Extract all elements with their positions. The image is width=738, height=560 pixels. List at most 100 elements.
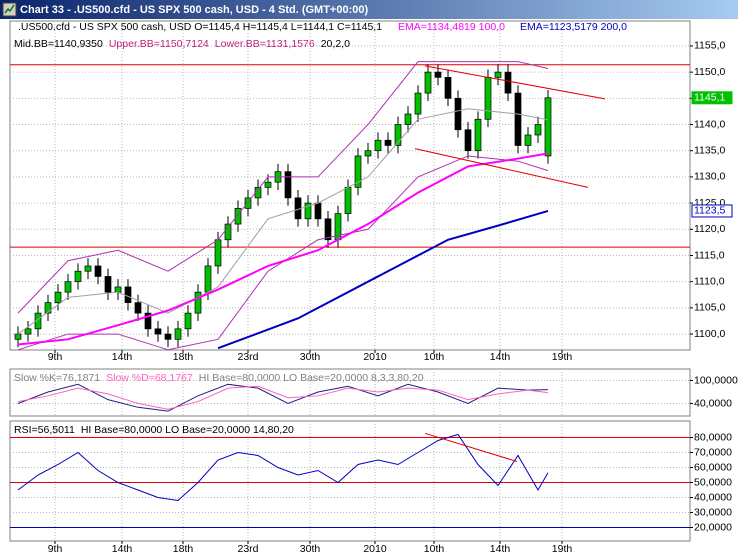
panel-frame	[9, 20, 691, 351]
series-line	[17, 383, 549, 412]
candle-body	[414, 92, 422, 115]
legend-entry: RSI=56,5011	[14, 424, 75, 436]
candle-body	[174, 328, 182, 340]
price-label: 1123,5	[694, 205, 725, 217]
candle-body	[224, 223, 232, 241]
candle-body	[154, 328, 162, 335]
candle-body	[504, 71, 512, 94]
candle-body	[354, 155, 362, 188]
window-icon-glyph	[4, 4, 15, 14]
series-line	[17, 155, 549, 351]
candle-body	[194, 291, 202, 314]
candle-body	[424, 71, 432, 94]
panel-frame	[9, 420, 691, 542]
y-tick-label: 30,0000	[694, 506, 732, 518]
y-tick-label: 1135,0	[694, 144, 725, 156]
candle-body	[164, 333, 172, 340]
price-label-box	[691, 91, 733, 105]
candle-body	[494, 71, 502, 78]
x-tick-label: 14th	[490, 543, 511, 555]
trend-line	[424, 65, 606, 100]
candle-body	[44, 302, 52, 314]
series-line	[17, 385, 549, 410]
candle-body	[344, 187, 352, 214]
series-line	[17, 108, 549, 335]
candle-body	[204, 265, 212, 293]
candle-body	[384, 139, 392, 146]
y-tick-label: 20,0000	[694, 521, 732, 533]
x-tick-label: 23rd	[237, 351, 258, 363]
candle-body	[394, 124, 402, 146]
series-line	[17, 433, 549, 502]
indicator-params: 20,2,0	[321, 38, 350, 50]
candle-body	[74, 270, 82, 283]
candle-body	[314, 202, 322, 220]
candle-body	[124, 286, 132, 303]
y-tick-label: 40,0000	[694, 397, 732, 409]
candle-body	[24, 328, 32, 335]
legend-entry: EMA=1134,4819 100,0	[398, 21, 505, 33]
candle-body	[464, 129, 472, 152]
candle-body	[14, 333, 22, 340]
x-tick-label: 2010	[363, 543, 387, 555]
candle-body	[454, 97, 462, 131]
panel-frame	[9, 368, 691, 417]
window-title: Chart 33 - .US500.cfd - US SPX 500 cash,…	[20, 4, 368, 16]
y-tick-label: 80,0000	[694, 431, 732, 443]
candle-body	[144, 312, 152, 330]
candle-body	[444, 77, 452, 99]
candle-body	[524, 134, 532, 146]
trend-line	[424, 432, 518, 462]
y-tick-label: 1115,0	[694, 249, 725, 261]
title-bar[interactable]	[0, 0, 738, 19]
y-tick-label: 40,0000	[694, 491, 732, 503]
y-tick-label: 1100,0	[694, 328, 725, 340]
y-tick-label: 1140,0	[694, 118, 725, 130]
x-tick-label: 19th	[552, 351, 573, 363]
y-tick-label: 50,0000	[694, 476, 732, 488]
candle-body	[54, 291, 62, 303]
indicator-params: HI Base=80,0000 LO Base=20,0000 8,3,3,80…	[199, 372, 424, 384]
candle-body	[534, 124, 542, 136]
y-tick-label: 1130,0	[694, 171, 725, 183]
y-tick-label: 1110,0	[694, 275, 725, 287]
candle-body	[264, 181, 272, 188]
candle-body	[434, 71, 442, 78]
x-tick-label: 9th	[48, 351, 63, 363]
candle-body	[304, 202, 312, 220]
candle-body	[544, 97, 552, 157]
candle-body	[214, 239, 222, 267]
candle-body	[324, 218, 332, 241]
y-tick-label: 1155,0	[694, 40, 725, 52]
candle-body	[104, 276, 112, 293]
x-tick-label: 30th	[300, 543, 321, 555]
legend-entry: EMA=1123,5179 200,0	[520, 21, 627, 33]
candle-body	[514, 92, 522, 146]
candle-body	[234, 207, 242, 225]
candle-body	[404, 113, 412, 125]
trend-line	[414, 148, 589, 188]
x-tick-label: 14th	[112, 351, 133, 363]
candle-body	[284, 171, 292, 199]
y-tick-label: 1150,0	[694, 66, 725, 78]
candle-body	[374, 139, 382, 152]
legend-entry: Lower.BB=1131,1576	[215, 38, 315, 50]
y-tick-label: 60,0000	[694, 461, 732, 473]
series-line	[217, 210, 549, 350]
x-tick-label: 23rd	[237, 543, 258, 555]
y-tick-label: 1105,0	[694, 302, 725, 314]
legend-entry: Upper.BB=1150,7124	[109, 38, 209, 50]
candle-body	[94, 265, 102, 277]
series-line	[17, 61, 549, 314]
legend-entry: Slow %K=76,1871	[14, 372, 100, 384]
y-tick-label: 100,0000	[694, 374, 738, 386]
legend-entry: Mid.BB=1140,9350	[14, 38, 103, 50]
candle-body	[474, 118, 482, 152]
x-tick-label: 2010	[363, 351, 387, 363]
candle-body	[114, 286, 122, 293]
price-label-box	[691, 204, 733, 218]
chart-info: .US500.cfd - US SPX 500 cash, USD O=1145…	[18, 21, 382, 33]
series-line	[17, 152, 549, 346]
